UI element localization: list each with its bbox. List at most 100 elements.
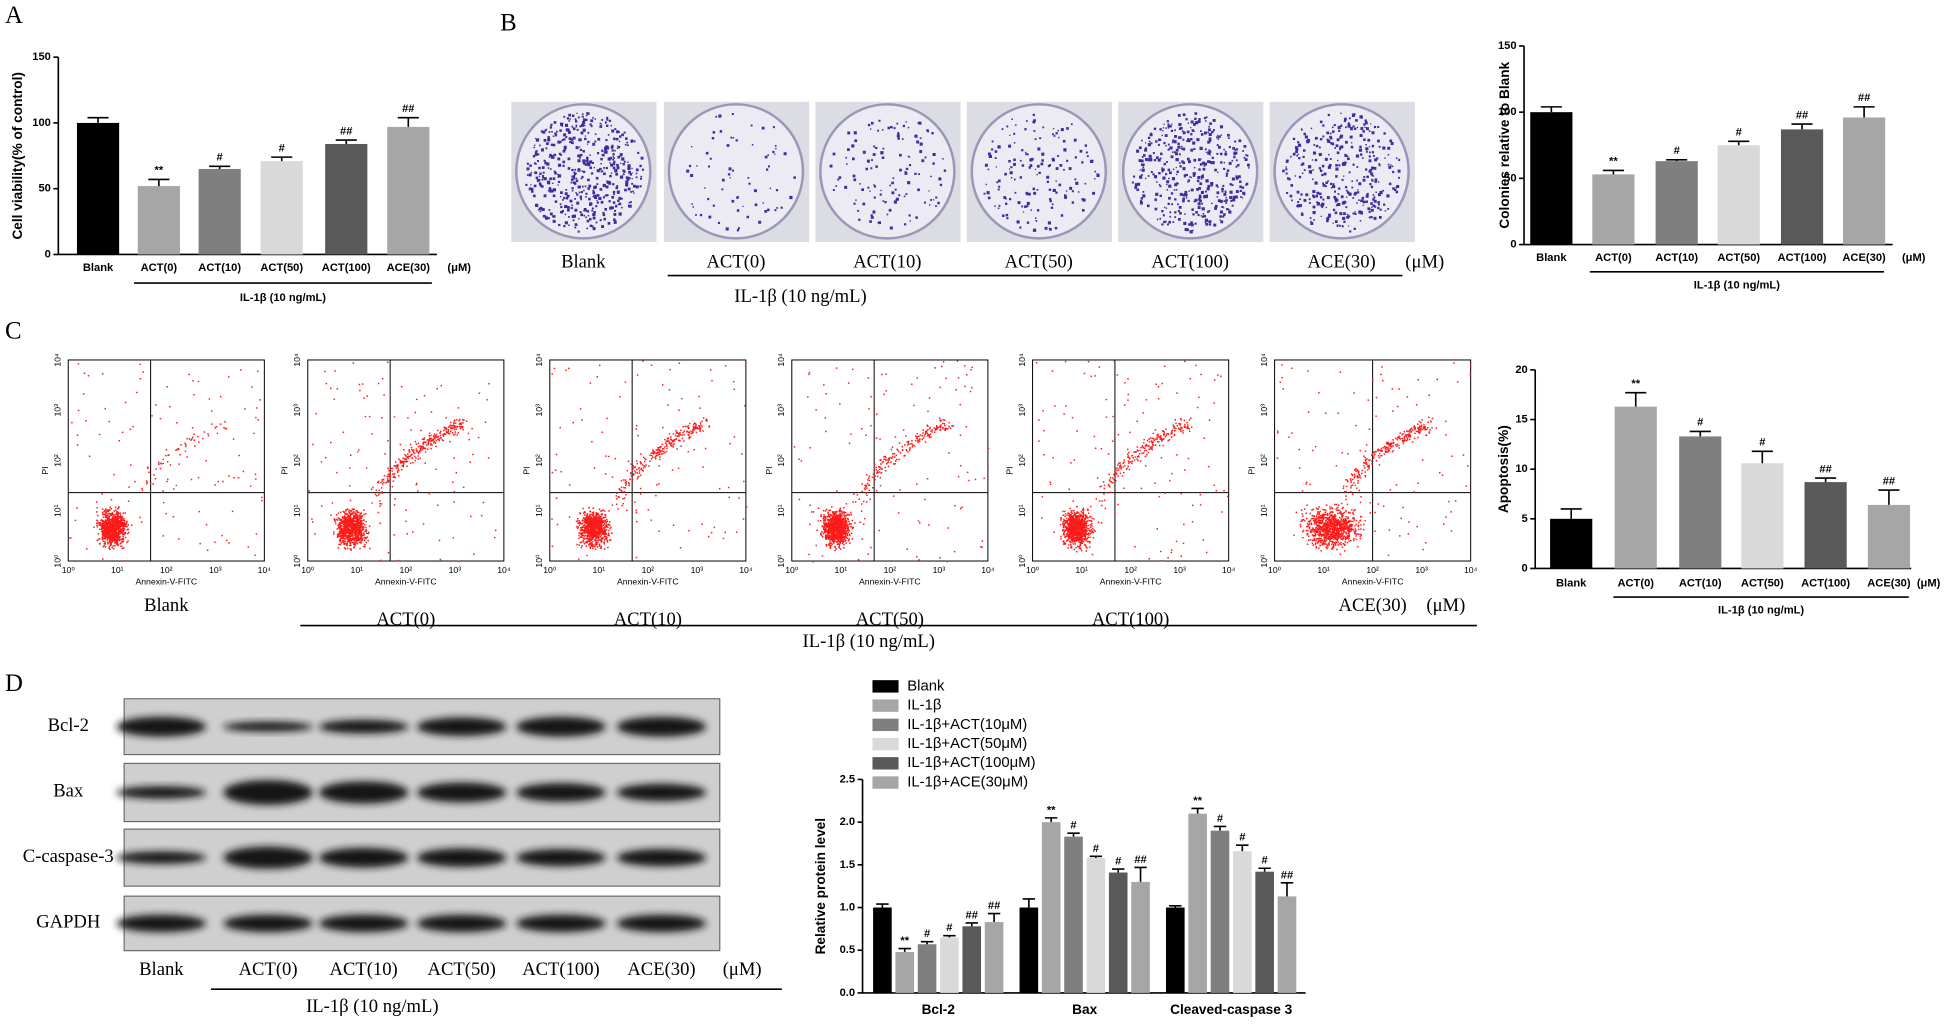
flow-tick-label: 10³ [209,565,222,575]
plate [819,103,956,240]
blot-band [616,848,707,867]
blot-band [318,719,409,734]
bar [1804,482,1847,569]
blot-band [417,782,507,803]
legend-label: IL-1β [907,698,941,714]
significance: ## [1281,869,1294,881]
flow-x-label: Annexin-V-FITC [617,576,679,586]
y-axis-label: Colonies relative to Blank [1497,61,1512,228]
bar [198,168,241,255]
bar [895,951,915,993]
axis [861,779,1306,994]
error-bar [943,934,956,938]
flow-tick-label: 10¹ [835,565,848,575]
y-tick-label: 15 [1515,413,1527,425]
flow-tick-label: 10² [400,565,413,575]
blot-band [616,914,707,933]
y-tick-label: 0 [1510,239,1516,251]
error-bar [209,165,231,169]
panel-label: D [5,670,23,697]
blot-band [417,848,507,867]
error-bar [1134,866,1147,882]
flow-y-label: PI [280,466,290,474]
flow-label: ACT(50) [856,609,924,630]
error-bar [271,156,293,162]
error-bar [1853,106,1875,118]
flow-tick-label: 10³ [449,565,462,575]
flow-tick-label: 10¹ [53,504,63,517]
y-tick-label: 50 [1504,172,1516,184]
bar [1592,174,1635,245]
bar [917,944,937,993]
significance: ** [1193,795,1202,807]
error-bar [920,940,934,945]
error-bar [1540,106,1562,113]
flow-tick-label: 10³ [1017,404,1027,417]
bar [1717,145,1760,245]
y-tick-label: 100 [1498,106,1517,118]
axis [1534,369,1912,570]
significance: # [1115,856,1122,868]
error-bar [965,922,978,927]
group-label: IL-1β (10 ng/mL) [240,292,326,304]
group-label: IL-1β (10 ng/mL) [803,631,935,652]
blot-band [318,781,409,804]
blot-band [516,848,606,867]
unit-label: (μM) [447,262,471,274]
error-bar [1112,868,1125,873]
flow-tick-label: 10¹ [1075,565,1088,575]
lane-label: ACT(0) [239,959,298,980]
flow-label: Blank [144,595,189,616]
flow-tick-label: 10⁴ [292,353,302,367]
plate [1273,103,1410,240]
flow-tick-label: 10³ [1415,565,1428,575]
error-bar [1089,855,1103,859]
flow-tick-label: 10⁰ [776,554,786,568]
significance: # [217,152,224,164]
significance: # [1759,437,1766,449]
bar [76,122,120,255]
flow-tick-label: 10³ [933,565,946,575]
y-axis-label: Relative protein level [813,818,828,954]
bar [1530,112,1573,245]
error-bar [1689,430,1711,437]
flow-frame [67,359,265,562]
bar [1041,822,1061,993]
significance: ** [1047,804,1056,816]
y-axis-label: Apoptosis(%) [1496,425,1511,513]
flow-tick-label: 10¹ [1317,565,1330,575]
flow-frame [549,359,747,562]
flow-tick-label: 10⁴ [534,353,544,367]
x-tick-label: ACT(10) [198,262,241,274]
legend-swatch [872,776,899,789]
significance: ## [1883,475,1896,487]
x-tick-label: Blank [83,262,114,274]
significance: # [1697,417,1704,429]
flow-x-label: Annexin-V-FITC [375,576,437,586]
bar [1188,813,1207,993]
bar [1277,896,1297,993]
flow-y-label: PI [522,466,532,474]
unit-label: (μM) [723,959,762,980]
flow-tick-label: 10⁴ [981,565,995,575]
significance: ## [1819,463,1832,475]
x-tick-label: ACE(30) [387,262,431,274]
bar [1780,129,1824,245]
error-bar [1878,489,1900,505]
x-tick-label: Blank [1556,577,1587,589]
flow-tick-label: 10⁰ [1017,554,1027,568]
bar [325,143,368,255]
blot-band [223,914,313,933]
significance: # [946,922,953,934]
flow-tick-label: 10¹ [111,565,124,575]
significance: ## [340,125,353,137]
bar [1614,406,1657,569]
error-bar [1236,844,1249,852]
flow-x-label: Annexin-V-FITC [1342,576,1404,586]
bar [1550,518,1593,569]
y-tick-label: 1.5 [840,859,856,871]
flow-tick-label: 10¹ [593,565,606,575]
flow-tick-label: 10² [53,454,63,467]
significance: ## [966,909,979,921]
significance: # [1262,855,1269,867]
